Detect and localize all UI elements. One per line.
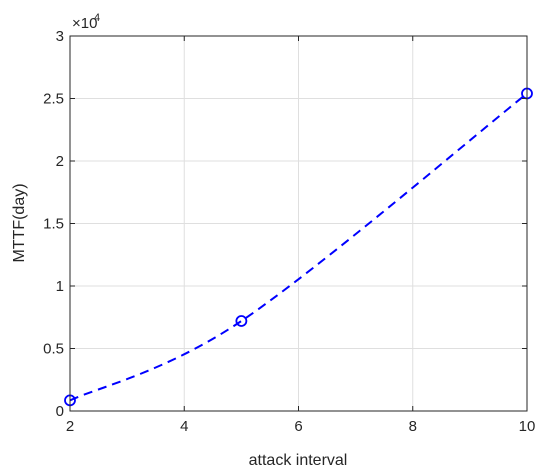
- x-tick-label: 6: [294, 418, 302, 435]
- y-tick-label: 3: [56, 28, 64, 45]
- y-exponent-power: 4: [94, 12, 100, 24]
- data-point: [235, 315, 248, 327]
- x-tick-label: 10: [519, 418, 536, 435]
- y-tick-label: 1: [56, 278, 64, 295]
- y-axis-label: MTTF(day): [11, 183, 28, 262]
- series-line: [69, 92, 528, 402]
- x-axis-label: attack interval: [249, 452, 348, 469]
- y-exponent-base: ×10: [72, 15, 97, 32]
- x-tick-label: 2: [66, 418, 74, 435]
- y-tick-label: 0.5: [43, 341, 64, 358]
- x-tick-label: 8: [409, 418, 417, 435]
- y-tick-label: 2.5: [43, 91, 64, 108]
- y-tick-label: 0: [56, 403, 64, 420]
- grid: [69, 35, 528, 412]
- y-tick-label: 2: [56, 153, 64, 170]
- y-tick-label: 1.5: [43, 216, 64, 233]
- ticks: 2 4 6 8 10 0 0.5 1 1.5 2 2.5 3: [43, 28, 535, 435]
- x-tick-label: 4: [180, 418, 188, 435]
